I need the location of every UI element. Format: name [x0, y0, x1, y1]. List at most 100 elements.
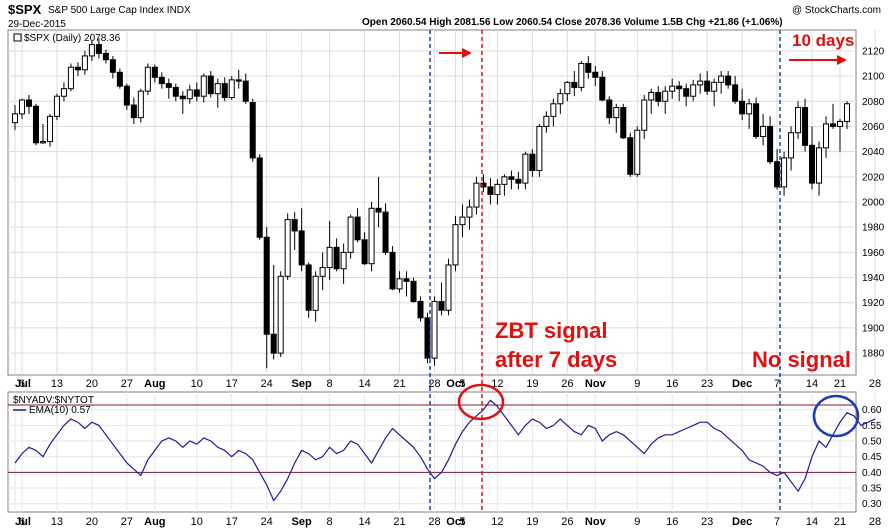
arrow-right-icon — [789, 55, 847, 65]
candle-up — [11, 113, 19, 124]
x-tick-label: 14 — [806, 516, 818, 528]
candle-up — [319, 266, 326, 277]
candle-up — [81, 55, 88, 71]
x-tick-label: 19 — [526, 516, 538, 528]
x-tick-label: 6 — [19, 378, 25, 390]
candle-up — [634, 129, 641, 175]
candle-up — [522, 153, 529, 184]
candle-down — [767, 125, 774, 163]
candle-down — [515, 178, 522, 184]
x-tick-label: 27 — [121, 516, 133, 528]
x-tick-label: 14 — [806, 378, 818, 390]
ohlc-readout: Open 2060.54 High 2081.56 Low 2060.54 Cl… — [362, 17, 783, 28]
candle-up — [284, 219, 291, 277]
candle-down — [193, 89, 200, 97]
candle-down — [585, 62, 592, 73]
x-tick-label: 6 — [19, 516, 25, 528]
price-legend: $SPX (Daily) 2078.36 — [24, 33, 121, 44]
price-tick-label: 1980 — [862, 223, 885, 234]
x-tick-label: 26 — [561, 378, 573, 390]
candle-up — [836, 120, 844, 127]
candle-up — [144, 66, 151, 92]
price-grid — [8, 30, 876, 375]
candle-up — [795, 107, 802, 134]
x-tick-label: 24 — [261, 378, 273, 390]
arrow-right-icon — [439, 48, 472, 58]
stockcharts-credit: @ StockCharts.com — [792, 5, 881, 16]
candle-down — [221, 83, 228, 98]
candle-down — [256, 157, 263, 238]
candle-down — [683, 88, 690, 97]
x-tick-label: 17 — [226, 516, 238, 528]
candle-down — [354, 216, 361, 241]
x-tick-label: 12 — [491, 378, 503, 390]
annotation-zbt-line1: ZBT signal — [495, 318, 607, 343]
candle-up — [613, 107, 620, 119]
x-tick-label: 21 — [834, 516, 846, 528]
candle-down — [410, 280, 417, 302]
indicator-tick-label: 0.45 — [862, 452, 882, 463]
candle-up — [18, 99, 26, 115]
price-tick-label: 2080 — [862, 97, 885, 108]
candle-down — [438, 300, 445, 311]
candle-down — [298, 230, 305, 266]
candle-up — [459, 216, 466, 226]
x-tick-label: 21 — [834, 378, 846, 390]
x-tick-label: 23 — [701, 516, 713, 528]
indicator-reference-lines — [8, 404, 856, 473]
x-tick-label: 9 — [634, 516, 640, 528]
candle-down — [606, 99, 613, 119]
x-tick-label: 26 — [561, 516, 573, 528]
candle-down — [739, 100, 746, 115]
indicator-tick-label: 0.40 — [862, 468, 882, 479]
candle-up — [473, 182, 480, 208]
candle-down — [417, 300, 424, 319]
candle-down — [249, 102, 256, 159]
price-tick-label: 1940 — [862, 273, 885, 284]
x-tick-label: 28 — [428, 516, 440, 528]
x-tick-label: 14 — [358, 378, 370, 390]
candle-up — [396, 278, 403, 290]
candle-up — [137, 90, 144, 119]
x-tick-label: 20 — [86, 516, 98, 528]
candle-down — [95, 44, 102, 54]
x-tick-label: Aug — [144, 516, 165, 528]
candle-up — [823, 123, 830, 149]
candlesticks — [11, 38, 851, 369]
candle-up — [46, 115, 53, 143]
candle-up — [53, 95, 60, 117]
x-tick-label: 8 — [327, 378, 333, 390]
x-tick-label: Jul — [15, 378, 31, 390]
candle-up — [277, 275, 284, 354]
candle-up — [214, 83, 221, 95]
candle-down — [172, 86, 179, 97]
candle-down — [179, 95, 186, 100]
candle-down — [242, 80, 249, 102]
candle-up — [690, 84, 697, 97]
candle-up — [843, 103, 851, 122]
indicator-legend-2: EMA(10) 0.57 — [29, 405, 91, 416]
x-tick-label: 5 — [459, 378, 465, 390]
x-tick-label: Nov — [585, 516, 607, 528]
candle-down — [151, 66, 158, 78]
candle-down — [829, 123, 837, 127]
x-tick-label: 12 — [491, 516, 503, 528]
candle-down — [774, 161, 781, 188]
x-tick-label: Oct — [446, 378, 465, 390]
highlight-circle-blue — [812, 394, 860, 438]
x-tick-label: 20 — [86, 378, 98, 390]
candle-up — [67, 66, 74, 90]
candle-up — [543, 115, 550, 127]
candle-down — [655, 91, 662, 102]
candle-down — [809, 144, 816, 184]
x-tick-label: Sep — [292, 378, 312, 390]
candle-down — [165, 83, 172, 88]
candle-down — [620, 107, 627, 139]
x-tick-label: 28 — [428, 378, 440, 390]
candle-up — [711, 81, 718, 92]
candle-down — [375, 207, 382, 213]
price-tick-label: 2100 — [862, 72, 885, 83]
candle-up — [340, 251, 347, 270]
